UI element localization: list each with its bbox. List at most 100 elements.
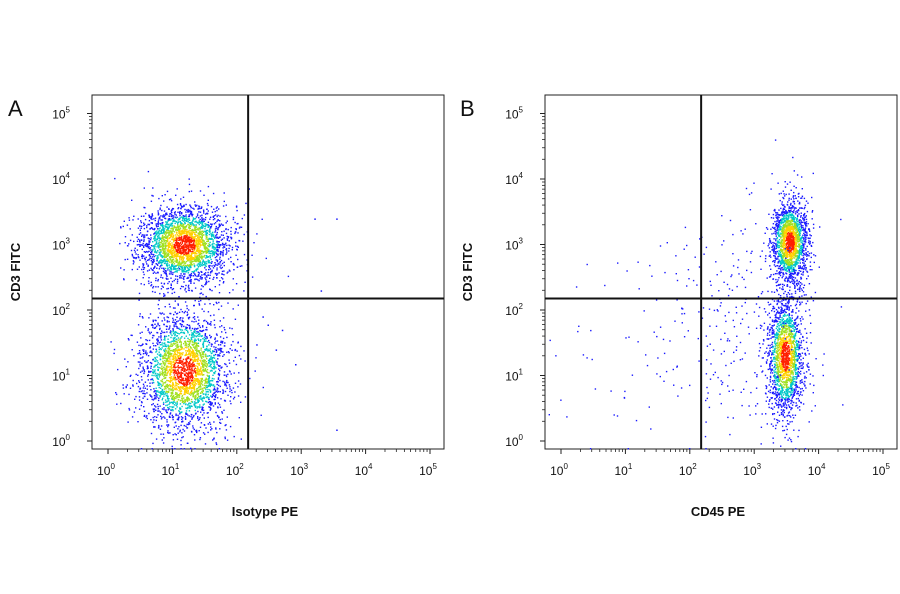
event-dot (159, 396, 161, 398)
event-dot (162, 401, 165, 404)
event-dot (164, 260, 167, 262)
event-dot (215, 236, 217, 238)
event-dot (128, 217, 130, 219)
event-dot (183, 235, 185, 237)
event-dot (181, 418, 183, 420)
event-dot (122, 384, 124, 386)
event-dot (176, 349, 178, 351)
event-dot (190, 363, 192, 366)
event-dot (175, 331, 178, 334)
event-dot (220, 305, 223, 307)
event-dot (145, 212, 147, 215)
event-dot (214, 396, 217, 398)
event-dot (171, 448, 173, 450)
event-dot (190, 329, 192, 332)
event-dot (179, 255, 181, 257)
event-dot (177, 219, 179, 221)
event-dot (192, 332, 194, 335)
event-dot (214, 326, 216, 329)
event-dot (163, 259, 165, 262)
event-dot (177, 267, 180, 269)
event-dot (166, 223, 168, 225)
event-dot (202, 352, 205, 354)
event-dot (201, 399, 203, 401)
event-dot (190, 401, 193, 403)
event-dot (207, 271, 209, 274)
event-dot (180, 390, 183, 392)
event-dot (150, 362, 153, 364)
event-dot (212, 356, 215, 359)
event-dot (180, 359, 182, 362)
event-dot (205, 348, 207, 351)
event-dot (182, 367, 184, 369)
event-dot (159, 374, 161, 376)
event-dot (151, 213, 153, 215)
event-dot (140, 220, 142, 222)
event-dot (197, 357, 200, 359)
event-dot (155, 351, 157, 353)
event-dot (170, 284, 172, 287)
event-dot (199, 235, 201, 238)
event-dot (192, 333, 194, 336)
event-dot (196, 250, 199, 252)
event-dot (157, 225, 159, 227)
event-dot (205, 388, 207, 391)
event-dot (186, 345, 188, 347)
event-dot (210, 225, 213, 228)
event-dot (172, 418, 174, 421)
event-dot (185, 219, 187, 221)
event-dot (192, 393, 194, 396)
event-dot (163, 395, 165, 397)
event-dot (198, 371, 200, 373)
event-dot (216, 264, 219, 266)
event-dot (169, 213, 171, 215)
event-dot (158, 426, 160, 428)
event-dot (200, 362, 203, 364)
event-dot (220, 398, 222, 400)
event-dot (193, 354, 195, 356)
event-dot (206, 212, 209, 215)
event-dot (181, 206, 183, 208)
event-dot (149, 247, 152, 249)
event-dot (222, 392, 225, 394)
event-dot (182, 377, 185, 379)
event-dot (159, 371, 161, 373)
event-dot (195, 244, 197, 246)
event-dot (226, 252, 228, 254)
event-dot (190, 398, 193, 401)
event-dot (189, 371, 191, 374)
event-dot (180, 207, 182, 210)
event-dot (173, 337, 176, 339)
event-dot (176, 280, 179, 282)
event-dot (208, 261, 211, 264)
event-dot (157, 221, 159, 223)
event-dot (217, 354, 219, 356)
event-dot (172, 234, 175, 237)
event-dot (199, 228, 201, 231)
event-dot (181, 212, 183, 214)
event-dot (217, 246, 219, 248)
event-dot (235, 363, 238, 366)
event-dot (179, 403, 182, 405)
event-dot (215, 442, 217, 444)
event-dot (199, 384, 201, 386)
event-dot (202, 225, 204, 227)
event-dot (201, 244, 203, 246)
event-dot (218, 284, 221, 286)
event-dot (173, 369, 176, 371)
event-dot (120, 402, 122, 405)
event-dot (232, 387, 235, 389)
event-dot (140, 401, 143, 403)
event-dot (200, 388, 202, 390)
event-dot (213, 368, 215, 370)
event-dot (174, 448, 176, 450)
event-dot (228, 244, 230, 246)
event-dot (255, 357, 257, 359)
event-dot (143, 415, 145, 417)
event-dot (220, 367, 223, 369)
event-dot (188, 258, 191, 260)
event-dot (110, 341, 112, 343)
event-dot (191, 338, 193, 340)
event-dot (123, 393, 125, 395)
event-dot (211, 224, 213, 226)
